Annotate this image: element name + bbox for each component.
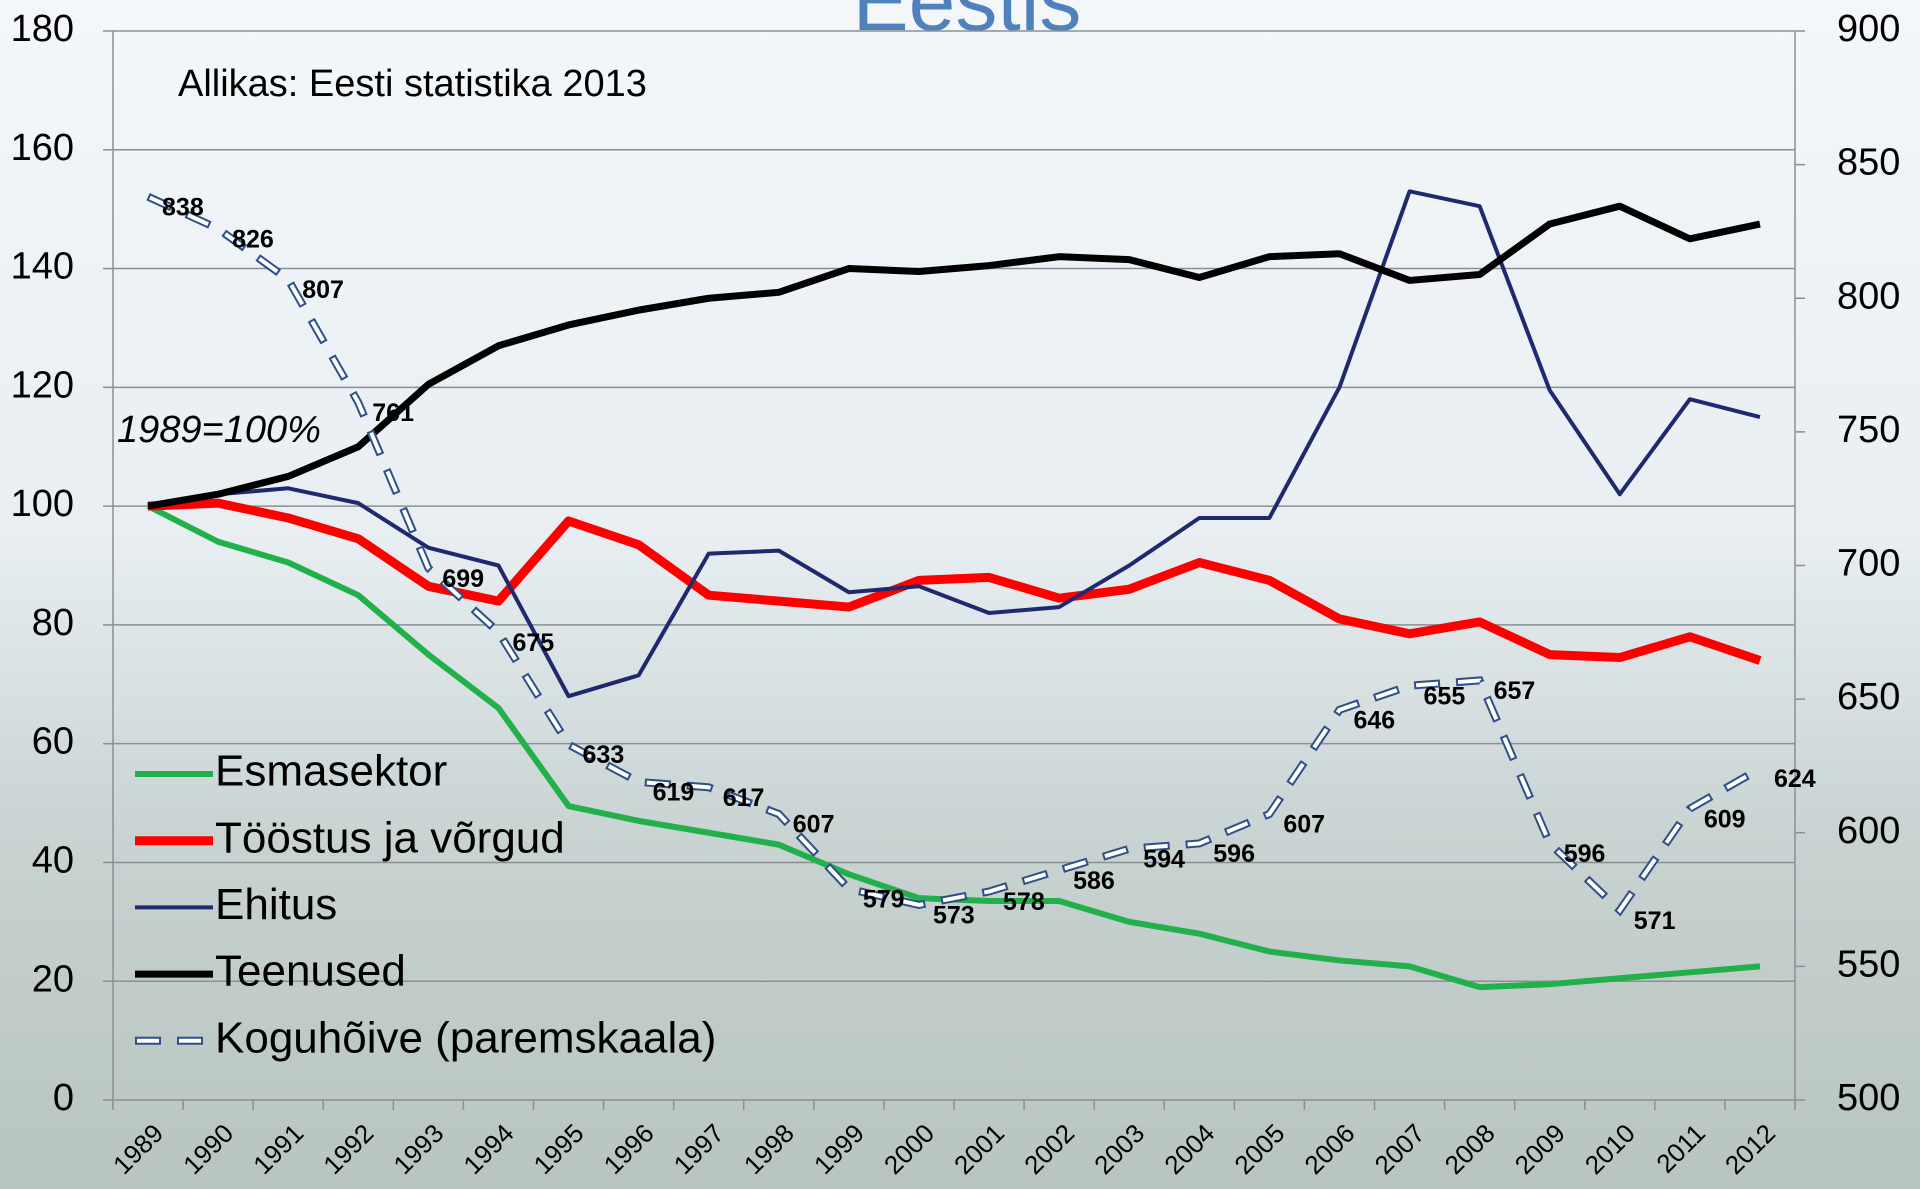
y2-tick-label: 500 xyxy=(1837,1077,1900,1119)
value-label: 607 xyxy=(1283,811,1325,839)
value-label: 617 xyxy=(723,784,765,812)
value-label: 655 xyxy=(1424,682,1466,710)
value-label: 609 xyxy=(1704,805,1746,833)
y-tick-label: 40 xyxy=(32,839,74,881)
x-tick-label: 2008 xyxy=(1439,1118,1501,1180)
x-tick-label: 2007 xyxy=(1369,1118,1431,1180)
y-tick-label: 100 xyxy=(11,483,74,525)
value-label: 578 xyxy=(1003,888,1045,916)
x-tick-label: 2004 xyxy=(1158,1118,1220,1180)
value-label: 596 xyxy=(1564,840,1606,868)
x-tick-label: 1991 xyxy=(247,1118,309,1180)
value-label: 573 xyxy=(933,902,975,930)
series-line xyxy=(147,202,1761,510)
y2-tick-label: 550 xyxy=(1837,943,1900,985)
value-label: 579 xyxy=(863,885,905,913)
value-label: 571 xyxy=(1634,907,1676,935)
y2-tick-label: 600 xyxy=(1837,810,1900,852)
legend-label: Teenused xyxy=(215,947,406,996)
legend-label: Tööstus ja võrgud xyxy=(215,813,565,862)
legend-label: Koguhõive (paremskaala) xyxy=(215,1013,716,1062)
value-label: 657 xyxy=(1494,677,1536,705)
value-label: 596 xyxy=(1213,840,1255,868)
value-label: 826 xyxy=(232,225,274,253)
x-tick-label: 1989 xyxy=(107,1118,169,1180)
value-label: 586 xyxy=(1073,867,1115,895)
y2-tick-label: 700 xyxy=(1837,543,1900,585)
x-tick-label: 2006 xyxy=(1298,1118,1360,1180)
series-line xyxy=(147,498,1762,665)
legend-label: Ehitus xyxy=(215,880,337,929)
value-label: 633 xyxy=(583,741,625,769)
x-tick-label: 1996 xyxy=(598,1118,660,1180)
x-tick-label: 2010 xyxy=(1579,1118,1641,1180)
series-line xyxy=(147,189,1761,699)
value-label: 624 xyxy=(1774,765,1816,793)
x-tick-label: 2001 xyxy=(948,1118,1010,1180)
x-tick-label: 2002 xyxy=(1018,1118,1080,1180)
x-tick-label: 1998 xyxy=(738,1118,800,1180)
value-label: 619 xyxy=(653,779,695,807)
y-tick-label: 20 xyxy=(32,958,74,1000)
x-tick-label: 1999 xyxy=(808,1118,870,1180)
base-note: 1989=100% xyxy=(117,409,321,451)
value-label: 646 xyxy=(1353,706,1395,734)
y-tick-label: 180 xyxy=(11,8,74,50)
y2-tick-label: 850 xyxy=(1837,142,1900,184)
value-label: 807 xyxy=(302,276,344,304)
x-tick-label: 2005 xyxy=(1228,1118,1290,1180)
y2-tick-label: 800 xyxy=(1837,275,1900,317)
value-label: 761 xyxy=(372,399,414,427)
y-tick-label: 80 xyxy=(32,602,74,644)
x-tick-label: 1990 xyxy=(177,1118,239,1180)
y-tick-label: 140 xyxy=(11,246,74,288)
chart-title: Eestis xyxy=(853,0,1082,48)
x-tick-label: 1992 xyxy=(317,1118,379,1180)
legend-label: Esmasektor xyxy=(215,747,447,796)
x-tick-label: 1994 xyxy=(457,1118,519,1180)
value-label: 607 xyxy=(793,811,835,839)
y2-tick-label: 750 xyxy=(1837,409,1900,451)
y2-tick-label: 650 xyxy=(1837,676,1900,718)
x-tick-label: 2000 xyxy=(878,1118,940,1180)
x-tick-label: 2003 xyxy=(1088,1118,1150,1180)
x-tick-label: 2009 xyxy=(1509,1118,1571,1180)
y2-tick-label: 900 xyxy=(1837,8,1900,50)
value-label: 699 xyxy=(442,565,484,593)
x-tick-label: 1993 xyxy=(387,1118,449,1180)
value-label: 594 xyxy=(1143,845,1185,873)
x-tick-label: 1995 xyxy=(528,1118,590,1180)
y-tick-label: 60 xyxy=(32,721,74,763)
value-label: 675 xyxy=(512,629,554,657)
x-tick-label: 1997 xyxy=(668,1118,730,1180)
series-line xyxy=(147,194,1761,914)
x-tick-label: 2012 xyxy=(1719,1118,1781,1180)
y-tick-label: 120 xyxy=(11,364,74,406)
y-tick-label: 0 xyxy=(53,1077,74,1119)
x-tick-label: 2011 xyxy=(1650,1118,1711,1179)
y-tick-label: 160 xyxy=(11,127,74,169)
value-label: 838 xyxy=(162,193,204,221)
source-note: Allikas: Eesti statistika 2013 xyxy=(178,63,647,105)
